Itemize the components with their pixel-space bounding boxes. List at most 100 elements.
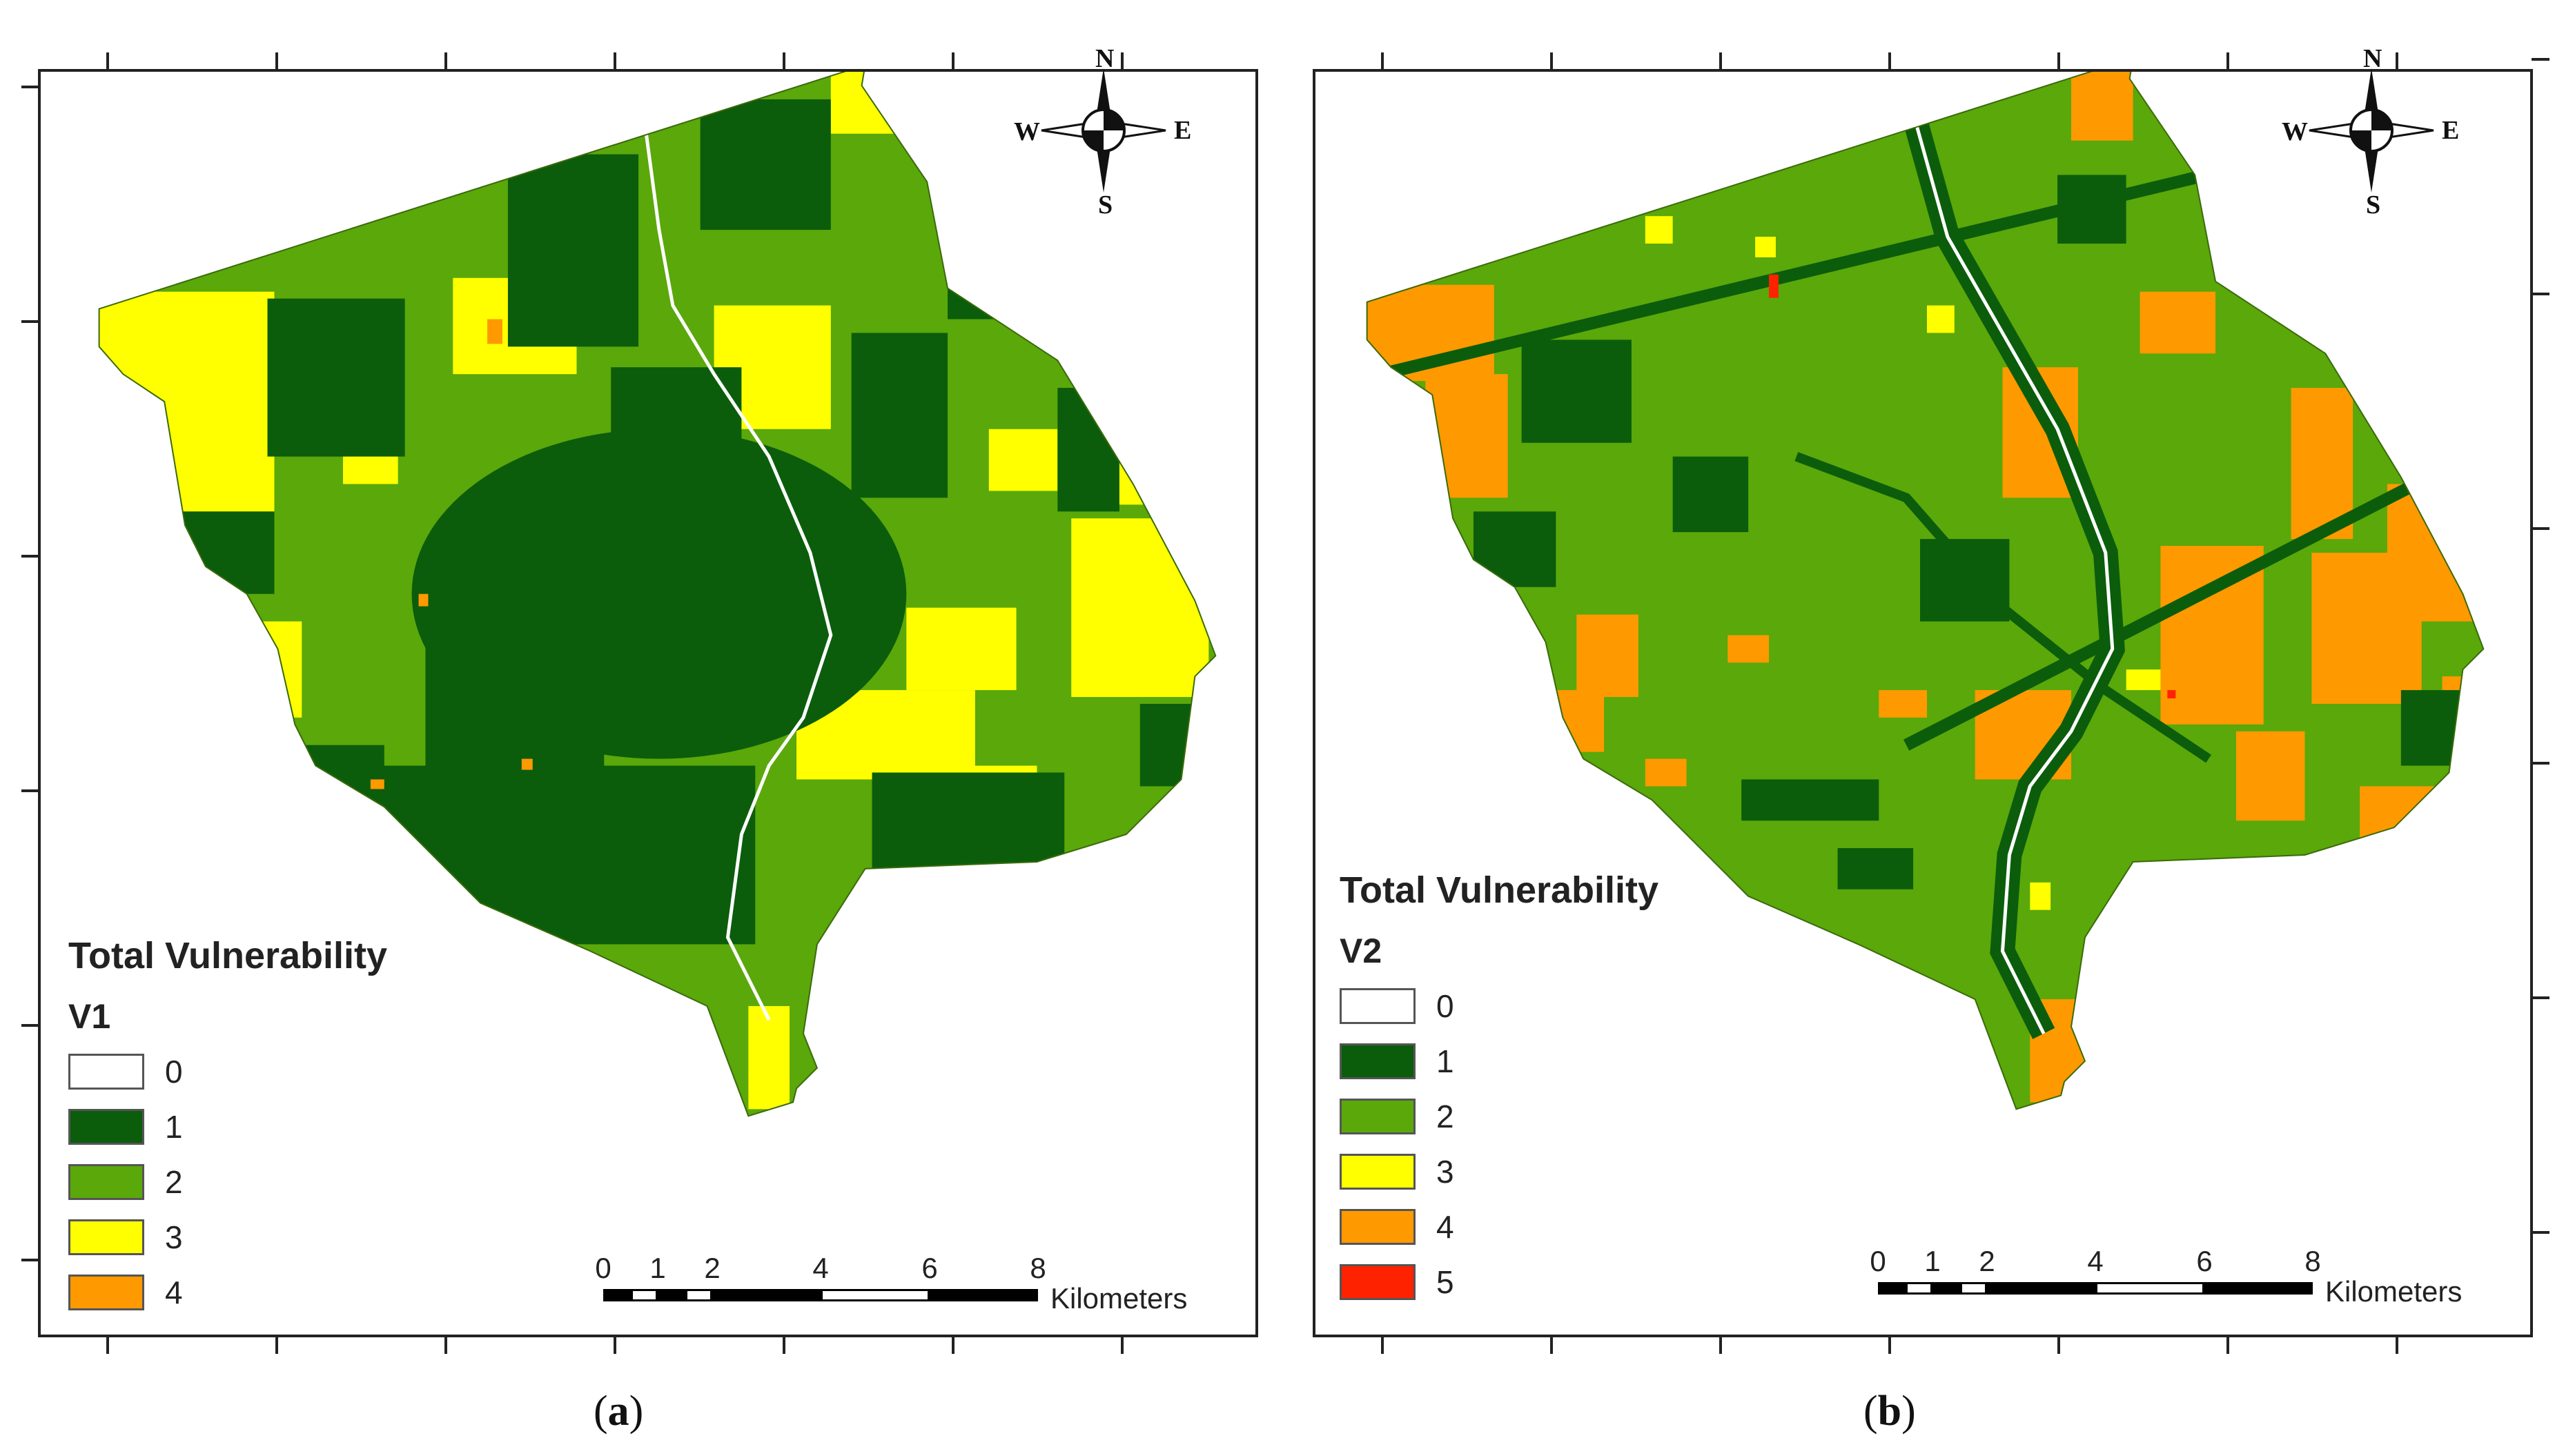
frame-tick	[1719, 52, 1722, 70]
legend-item: 1	[68, 1107, 183, 1147]
legend-swatch	[68, 1109, 144, 1145]
caption-a: (a)	[594, 1388, 644, 1435]
frame-tick	[1719, 1336, 1722, 1354]
frame-tick	[444, 52, 447, 70]
frame-tick	[1888, 1336, 1891, 1354]
scale-label: 4	[812, 1252, 829, 1284]
caption-letter: a	[607, 1388, 629, 1435]
scale-label: 8	[2304, 1245, 2321, 1277]
frame-tick	[1550, 1336, 1553, 1354]
frame-tick	[21, 320, 39, 323]
frame-tick	[2532, 293, 2549, 295]
frame-tick	[21, 1024, 39, 1027]
compass-n-label: N	[1095, 44, 1115, 73]
scale-label: 0	[595, 1252, 611, 1284]
vulnerability-map-v2	[1366, 72, 2485, 1110]
legend-swatch	[68, 1164, 144, 1200]
legend-item: 0	[68, 1052, 183, 1092]
scale-bar: 0 1 2 4 6 8 Kilometers	[1870, 1245, 2462, 1308]
scale-segment	[1960, 1282, 1987, 1295]
legend-item: 2	[1340, 1096, 1454, 1137]
scale-units: Kilometers	[1050, 1282, 1188, 1315]
legend-label: 5	[1436, 1264, 1454, 1300]
legend-title: Total Vulnerability	[1340, 869, 1659, 911]
legend-label: 4	[1436, 1209, 1454, 1245]
north-arrow-icon: N S W E	[2282, 44, 2459, 219]
legend-label: 2	[1436, 1099, 1454, 1134]
compass-w-label: W	[1014, 117, 1040, 146]
scale-segment	[1987, 1282, 2095, 1295]
scale-segment	[658, 1289, 685, 1301]
frame-tick	[21, 789, 39, 792]
scale-label: 6	[2196, 1245, 2213, 1277]
scale-label: 8	[1030, 1252, 1046, 1284]
scale-segment	[930, 1289, 1038, 1301]
frame-tick	[275, 1336, 278, 1354]
legend-item: 0	[1340, 986, 1454, 1026]
legend-title: Total Vulnerability	[68, 935, 388, 976]
frame-tick	[1381, 1336, 1384, 1354]
compass-n-label: N	[2363, 44, 2382, 73]
legend-item: 3	[68, 1217, 183, 1257]
frame-tick	[1381, 52, 1384, 70]
scale-segment	[603, 1289, 631, 1301]
legend-item: 5	[1340, 1262, 1454, 1302]
scale-label: 4	[2087, 1245, 2104, 1277]
north-arrow-icon: N S W E	[1014, 44, 1191, 219]
legend-label: 3	[165, 1219, 183, 1255]
map-panel-a: N S W E Total Vulnerability V1 0 1 2 3 4…	[21, 44, 1258, 1354]
vulnerability-map-v1	[98, 72, 1217, 1117]
legend-label: 0	[165, 1054, 183, 1090]
legend-label: 4	[165, 1275, 183, 1310]
frame-tick	[1121, 52, 1124, 70]
scale-label: 1	[1924, 1245, 1941, 1277]
legend-item: 4	[68, 1272, 183, 1312]
frame-tick	[444, 1336, 447, 1354]
legend-swatch	[1340, 1154, 1416, 1190]
frame-tick	[21, 555, 39, 558]
scale-units: Kilometers	[2325, 1275, 2463, 1308]
frame-tick	[2532, 1231, 2549, 1234]
frame-tick	[2532, 527, 2549, 530]
frame-tick	[783, 52, 785, 70]
legend-swatch	[68, 1219, 144, 1255]
legend-swatch	[1340, 1209, 1416, 1245]
compass-s-label: S	[1098, 190, 1113, 219]
legend-label: 2	[165, 1164, 183, 1200]
compass-e-label: E	[1174, 116, 1192, 145]
legend-item: 3	[1340, 1152, 1454, 1192]
frame-tick	[1121, 1336, 1124, 1354]
frame-tick	[2057, 1336, 2060, 1354]
legend-swatch	[68, 1275, 144, 1310]
frame-tick	[2532, 996, 2549, 999]
frame-tick	[952, 52, 955, 70]
scale-segment	[631, 1289, 658, 1301]
frame-tick	[2057, 52, 2060, 70]
frame-tick	[2396, 1336, 2398, 1354]
legend-label: 3	[1436, 1154, 1454, 1190]
legend-item: 2	[68, 1162, 183, 1202]
scale-segment	[1932, 1282, 1960, 1295]
frame-tick	[1550, 52, 1553, 70]
scale-segment	[685, 1289, 712, 1301]
frame-tick	[2396, 52, 2398, 70]
frame-tick	[614, 52, 616, 70]
scale-segment	[821, 1289, 930, 1301]
legend-label: 0	[1436, 988, 1454, 1024]
scale-bar: 0 1 2 4 6 8 Kilometers	[595, 1252, 1187, 1315]
frame-tick	[106, 52, 109, 70]
frame-tick	[2226, 1336, 2229, 1354]
caption-b: (b)	[1863, 1388, 1916, 1435]
frame-tick	[1888, 52, 1891, 70]
legend-item: 4	[1340, 1207, 1454, 1247]
legend-swatch	[68, 1054, 144, 1090]
scale-segment	[1906, 1282, 1932, 1295]
frame-tick	[275, 52, 278, 70]
frame-tick	[783, 1336, 785, 1354]
legend-field: V1	[68, 997, 111, 1036]
frame-tick	[21, 86, 39, 88]
frame-tick	[106, 1336, 109, 1354]
scale-label: 1	[649, 1252, 666, 1284]
compass-s-label: S	[2366, 190, 2381, 219]
legend-swatch	[1340, 1099, 1416, 1134]
